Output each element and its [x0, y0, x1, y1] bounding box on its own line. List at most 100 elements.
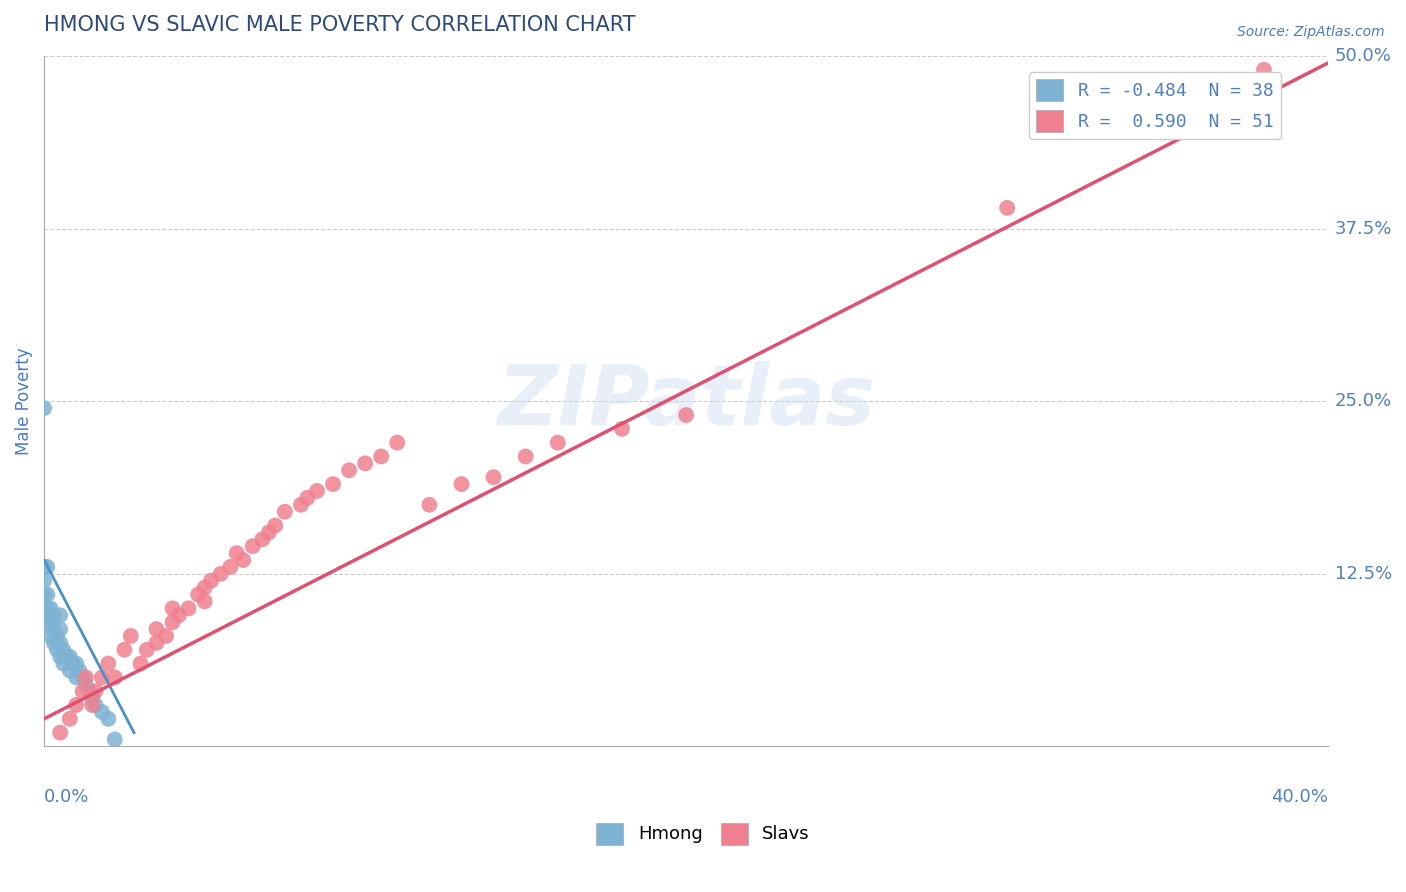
Point	[75, 677, 97, 691]
Point	[129, 657, 152, 671]
Point	[49, 725, 72, 739]
Text: 25.0%: 25.0%	[1334, 392, 1392, 410]
Point	[450, 477, 472, 491]
Point	[82, 698, 104, 712]
Point	[194, 581, 217, 595]
Point	[52, 657, 75, 671]
Point	[547, 435, 569, 450]
Point	[46, 629, 69, 643]
Point	[42, 636, 65, 650]
Point	[32, 401, 55, 416]
Point	[337, 463, 360, 477]
Point	[418, 498, 440, 512]
Point	[145, 622, 167, 636]
Point	[322, 477, 344, 491]
Point	[46, 642, 69, 657]
Point	[37, 615, 59, 629]
Point	[65, 698, 87, 712]
Point	[297, 491, 319, 505]
Point	[177, 601, 200, 615]
Point	[167, 608, 190, 623]
Point	[155, 629, 177, 643]
Point	[97, 657, 120, 671]
Point	[104, 670, 127, 684]
Point	[370, 450, 392, 464]
Point	[65, 657, 87, 671]
Text: 50.0%: 50.0%	[1334, 47, 1392, 65]
Point	[145, 636, 167, 650]
Point	[55, 649, 77, 664]
Point	[290, 498, 312, 512]
Point	[32, 588, 55, 602]
Point	[59, 664, 82, 678]
Point	[49, 608, 72, 623]
Point	[104, 732, 127, 747]
Point	[194, 594, 217, 608]
Text: 12.5%: 12.5%	[1334, 565, 1392, 582]
Point	[995, 201, 1018, 215]
Point	[32, 560, 55, 574]
Point	[120, 629, 142, 643]
Text: Source: ZipAtlas.com: Source: ZipAtlas.com	[1237, 25, 1385, 39]
Point	[90, 670, 112, 684]
Point	[37, 601, 59, 615]
Point	[135, 642, 157, 657]
Point	[252, 533, 274, 547]
Point	[274, 505, 297, 519]
Text: 0.0%: 0.0%	[44, 788, 90, 805]
Point	[515, 450, 537, 464]
Text: 37.5%: 37.5%	[1334, 219, 1392, 237]
Legend: Hmong, Slavs: Hmong, Slavs	[589, 815, 817, 852]
Point	[59, 712, 82, 726]
Point	[67, 664, 90, 678]
Legend: R = -0.484  N = 38, R =  0.590  N = 51: R = -0.484 N = 38, R = 0.590 N = 51	[1029, 72, 1281, 139]
Point	[482, 470, 505, 484]
Text: 40.0%: 40.0%	[1271, 788, 1329, 805]
Point	[39, 615, 62, 629]
Point	[162, 601, 184, 615]
Point	[257, 525, 280, 540]
Point	[65, 670, 87, 684]
Point	[112, 642, 135, 657]
Point	[42, 622, 65, 636]
Point	[77, 684, 100, 698]
Point	[97, 712, 120, 726]
Point	[72, 684, 94, 698]
Point	[62, 657, 84, 671]
Point	[59, 649, 82, 664]
Point	[305, 483, 328, 498]
Point	[84, 684, 107, 698]
Text: ZIPatlas: ZIPatlas	[498, 360, 875, 442]
Point	[37, 560, 59, 574]
Point	[162, 615, 184, 629]
Point	[675, 408, 697, 422]
Text: HMONG VS SLAVIC MALE POVERTY CORRELATION CHART: HMONG VS SLAVIC MALE POVERTY CORRELATION…	[44, 15, 636, 35]
Point	[37, 588, 59, 602]
Point	[232, 553, 254, 567]
Point	[49, 636, 72, 650]
Point	[49, 622, 72, 636]
Point	[610, 422, 633, 436]
Point	[72, 670, 94, 684]
Point	[209, 566, 232, 581]
Point	[49, 649, 72, 664]
Point	[242, 539, 264, 553]
Point	[84, 698, 107, 712]
Point	[225, 546, 247, 560]
Point	[39, 629, 62, 643]
Point	[39, 601, 62, 615]
Point	[264, 518, 287, 533]
Point	[90, 705, 112, 719]
Point	[32, 601, 55, 615]
Point	[32, 574, 55, 588]
Point	[75, 670, 97, 684]
Point	[354, 456, 377, 470]
Point	[1253, 62, 1275, 77]
Point	[387, 435, 409, 450]
Point	[82, 691, 104, 706]
Point	[187, 588, 209, 602]
Point	[52, 642, 75, 657]
Point	[42, 608, 65, 623]
Point	[200, 574, 222, 588]
Y-axis label: Male Poverty: Male Poverty	[15, 347, 32, 455]
